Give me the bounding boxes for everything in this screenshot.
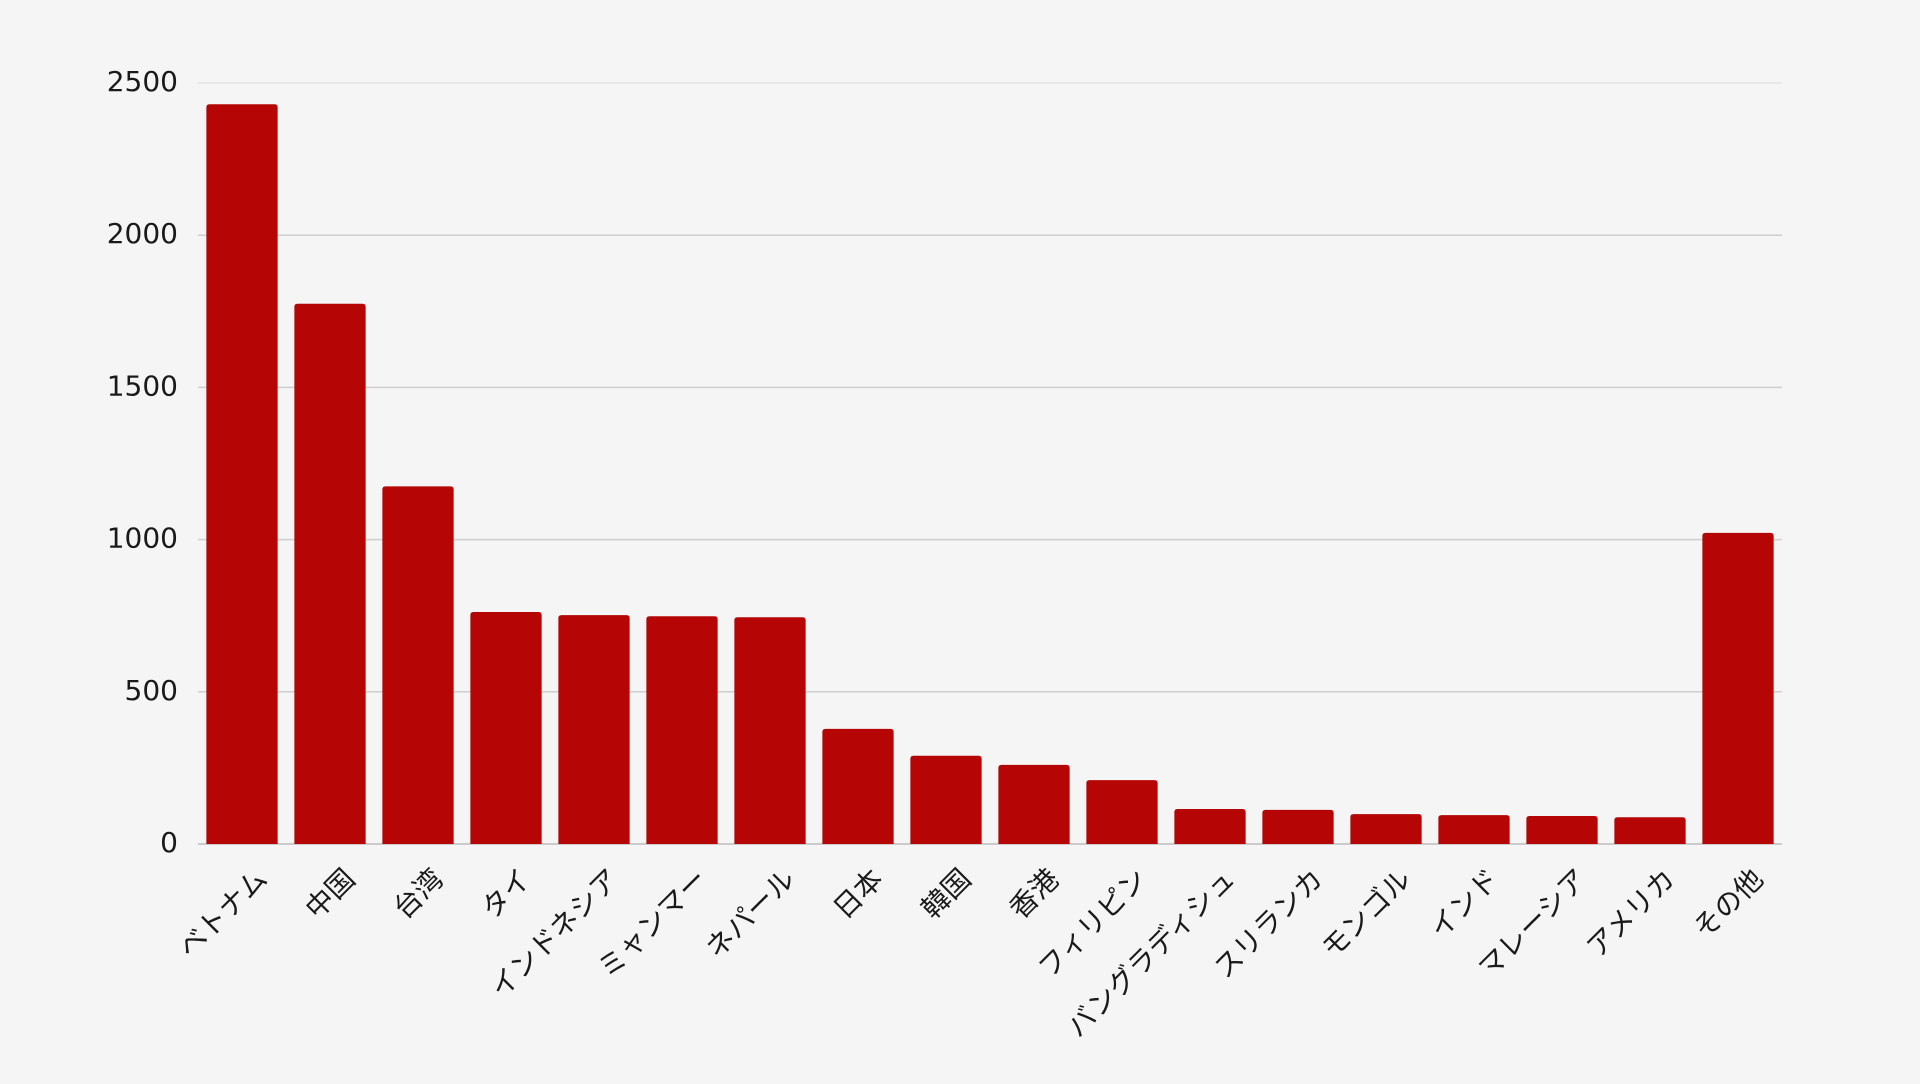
x-category-label: 台湾 [387,862,450,925]
bar [470,612,542,844]
bars [206,104,1774,845]
gridlines [198,82,1782,845]
x-category-label: アメリカ [1580,862,1682,964]
bar [1350,814,1422,844]
y-tick-label: 1000 [107,522,178,555]
bar [822,728,894,844]
x-category-label: タイ [475,862,538,925]
bar [1262,809,1334,844]
x-category-label: 韓国 [915,862,978,925]
bar [558,615,630,844]
bar [206,104,278,845]
x-category-label: その他 [1687,862,1770,945]
bar [646,616,718,844]
bar [910,755,982,844]
bar [1174,808,1246,844]
y-tick-label: 500 [125,674,178,707]
x-category-label: 日本 [827,862,890,925]
bar [1526,815,1598,844]
x-category-label: モンゴル [1315,862,1418,965]
bar [294,303,366,844]
bar [382,486,454,844]
bar [998,764,1070,844]
x-category-label: 香港 [1003,862,1066,925]
y-axis-ticks: 0 500 1000 1500 2000 2500 [107,65,178,859]
y-tick-label: 1500 [107,369,178,402]
x-category-label: ネパール [699,862,802,965]
y-tick-label: 2000 [107,217,178,250]
bar [1614,817,1686,844]
bar [734,617,806,844]
y-tick-label: 0 [160,826,178,859]
y-tick-label: 2500 [107,65,178,98]
bar [1702,532,1774,844]
x-category-label: 中国 [299,862,362,925]
bar [1438,815,1510,844]
x-category-label: ベトナム [172,862,274,964]
x-category-label: インド [1423,862,1506,945]
bar [1086,780,1158,844]
